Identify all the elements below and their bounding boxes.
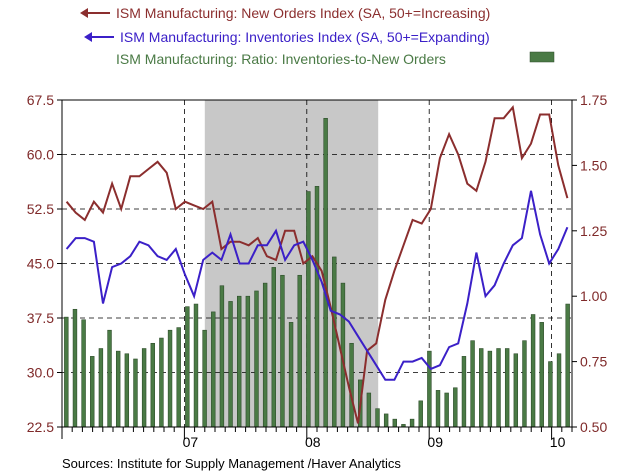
ratio-bar bbox=[159, 337, 164, 428]
legend-bar-swatch bbox=[529, 51, 555, 63]
ratio-bar bbox=[504, 348, 510, 428]
ratio-bar bbox=[332, 256, 337, 428]
ratio-bar bbox=[427, 350, 432, 428]
right-axis-ticks: 1.75 1.50 1.25 1.00 0.75 0.50 bbox=[572, 92, 607, 435]
source-note: Sources: Institute for Supply Management… bbox=[62, 456, 401, 471]
ratio-bar bbox=[81, 319, 86, 428]
ratio-bar bbox=[211, 311, 216, 428]
ratio-bar bbox=[496, 348, 501, 428]
ratio-bar bbox=[185, 306, 190, 428]
x-tick-label: 10 bbox=[550, 434, 566, 450]
ratio-bar bbox=[237, 295, 242, 428]
ratio-bar bbox=[202, 329, 207, 428]
ratio-bar bbox=[366, 392, 372, 428]
legend-label-2: ISM Manufacturing: Ratio: Inventories-to… bbox=[116, 51, 446, 67]
ratio-bar bbox=[133, 358, 138, 428]
ratio-bar bbox=[375, 408, 380, 428]
ratio-bar bbox=[453, 387, 458, 428]
ratio-bar bbox=[392, 418, 397, 428]
ratio-bar bbox=[115, 350, 121, 428]
new-orders-line bbox=[65, 105, 569, 424]
ratio-bar bbox=[288, 322, 294, 428]
ratio-bar bbox=[470, 340, 475, 428]
ratio-bar bbox=[548, 361, 553, 428]
ratio-bar bbox=[280, 274, 285, 428]
left-tick-label: 37.5 bbox=[27, 310, 54, 326]
ratio-bar bbox=[444, 392, 449, 428]
ratio-bar bbox=[90, 356, 95, 428]
left-tick-label: 30.0 bbox=[27, 365, 54, 381]
ratio-bar bbox=[245, 295, 251, 428]
ratio-bar bbox=[64, 316, 69, 428]
left-tick-label: 60.0 bbox=[27, 147, 54, 163]
ratio-bar bbox=[254, 290, 259, 428]
ratio-bar bbox=[565, 303, 570, 428]
ratio-bars bbox=[64, 118, 570, 428]
ratio-bar bbox=[513, 353, 519, 428]
right-tick-label: 1.75 bbox=[580, 92, 607, 108]
ratio-bar bbox=[556, 353, 562, 428]
ratio-bar bbox=[383, 413, 389, 428]
x-tick-label: 09 bbox=[427, 434, 443, 450]
x-axis-ticks: 07 08 09 10 bbox=[61, 427, 573, 450]
ratio-bar bbox=[107, 329, 112, 428]
ratio-bar bbox=[522, 340, 527, 428]
right-tick-label: 0.75 bbox=[580, 354, 607, 370]
ratio-bar bbox=[314, 186, 320, 428]
ratio-bar bbox=[124, 353, 130, 428]
x-tick-label: 07 bbox=[183, 434, 199, 450]
left-tick-label: 67.5 bbox=[27, 92, 54, 108]
ratio-bar bbox=[150, 342, 155, 428]
ratio-bar bbox=[262, 282, 268, 428]
ratio-bar bbox=[193, 303, 199, 428]
inventories-line bbox=[65, 190, 569, 381]
ratio-bar bbox=[271, 267, 276, 428]
legend-label-1: ISM Manufacturing: Inventories Index (SA… bbox=[120, 29, 490, 45]
left-tick-label: 45.0 bbox=[27, 256, 54, 272]
ratio-bar bbox=[461, 356, 467, 428]
legend: ISM Manufacturing: New Orders Index (SA,… bbox=[80, 5, 555, 67]
ratio-bar bbox=[141, 348, 147, 428]
ratio-bar bbox=[297, 274, 302, 428]
ratio-bar bbox=[435, 390, 441, 428]
ratio-bar bbox=[539, 322, 544, 428]
x-tick-label: 08 bbox=[305, 434, 321, 450]
right-tick-label: 1.50 bbox=[580, 157, 607, 173]
ratio-bar bbox=[306, 191, 311, 428]
ratio-bar bbox=[228, 301, 233, 428]
ratio-bar bbox=[323, 118, 328, 428]
ratio-bar bbox=[530, 314, 536, 428]
ratio-bar bbox=[176, 327, 181, 428]
legend-arrow-0 bbox=[80, 8, 88, 18]
ratio-bar bbox=[219, 285, 225, 428]
ratio-bar bbox=[479, 348, 484, 428]
ratio-bar bbox=[72, 308, 78, 428]
ratio-bar bbox=[487, 350, 493, 428]
legend-label-0: ISM Manufacturing: New Orders Index (SA,… bbox=[116, 5, 490, 21]
legend-arrow-1 bbox=[84, 32, 92, 42]
ratio-bar bbox=[409, 418, 415, 428]
right-tick-label: 0.50 bbox=[580, 419, 607, 435]
right-tick-label: 1.00 bbox=[580, 288, 607, 304]
right-tick-label: 1.25 bbox=[580, 223, 607, 239]
ratio-bar bbox=[418, 400, 423, 428]
left-axis-ticks: 67.5 60.0 52.5 45.0 37.5 30.0 22.5 bbox=[27, 92, 62, 435]
left-tick-label: 52.5 bbox=[27, 201, 54, 217]
ratio-bar bbox=[349, 342, 354, 428]
left-tick-label: 22.5 bbox=[27, 419, 54, 435]
ratio-bar bbox=[167, 329, 173, 428]
ratio-bar bbox=[98, 348, 104, 428]
